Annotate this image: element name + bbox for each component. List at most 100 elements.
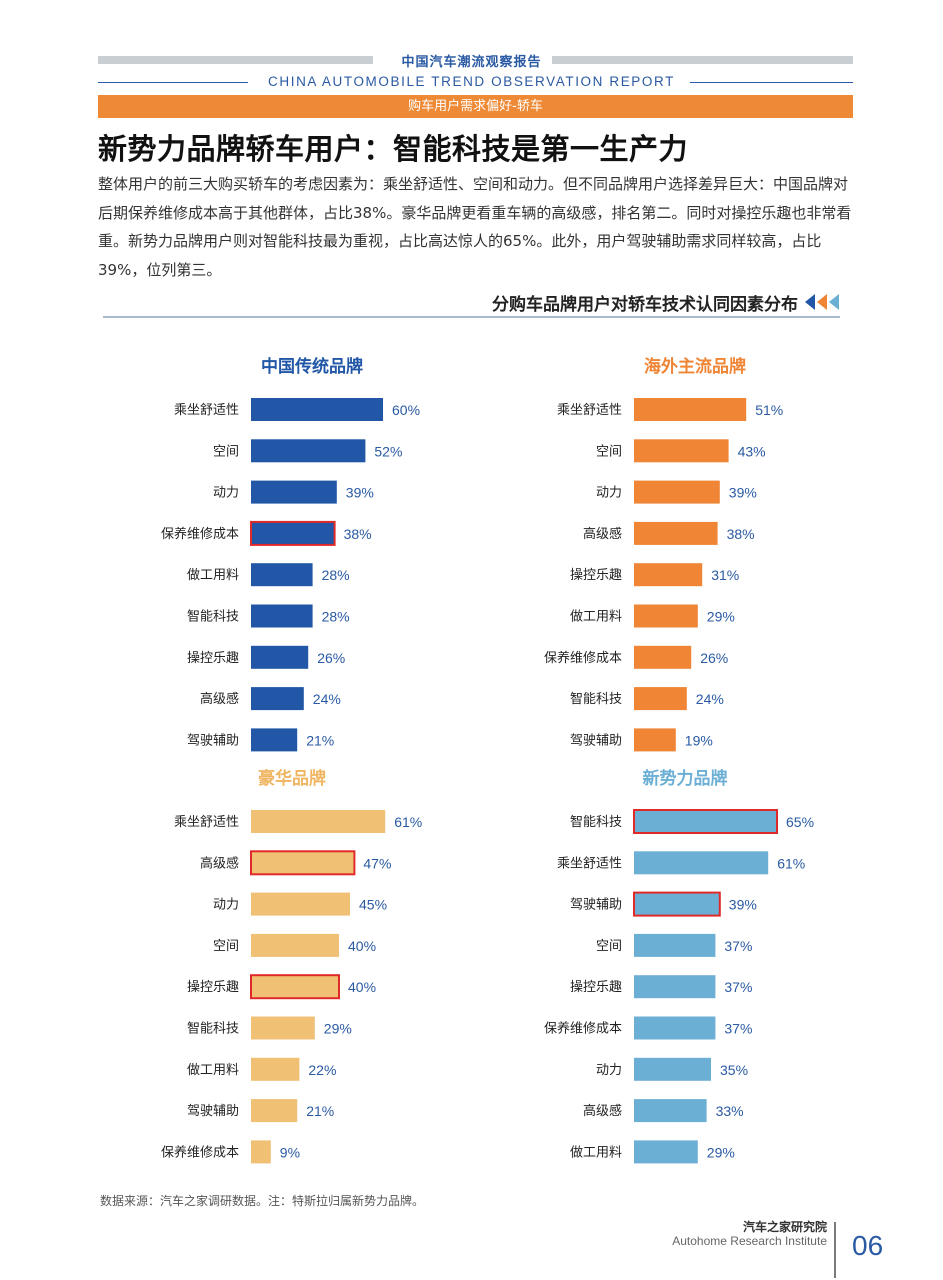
bar (634, 933, 716, 957)
data-label: 47% (363, 855, 391, 871)
data-label: 60% (392, 402, 420, 418)
data-label: 61% (777, 855, 805, 871)
data-label: 38% (727, 526, 755, 542)
bar (634, 439, 729, 463)
section-divider (103, 316, 840, 318)
bar (251, 645, 309, 669)
category-label: 高级感 (200, 691, 239, 707)
category-label: 操控乐趣 (570, 567, 622, 583)
bar (250, 974, 340, 1000)
bar (633, 809, 778, 834)
category-label: 驾驶辅助 (570, 898, 622, 913)
bar (633, 891, 721, 917)
data-source-note: 数据来源：汽车之家调研数据。注：特斯拉归属新势力品牌。 (100, 1194, 425, 1208)
category-label: 驾驶辅助 (187, 733, 239, 748)
data-label: 29% (707, 1144, 735, 1160)
bar (251, 563, 313, 587)
header-line-left (98, 82, 248, 83)
data-label: 26% (317, 650, 345, 666)
bar (251, 1099, 298, 1123)
data-label: 24% (313, 691, 341, 707)
bar (251, 480, 337, 504)
chart-title: 海外主流品牌 (644, 356, 746, 377)
bar (250, 520, 336, 546)
category-label: 高级感 (583, 1103, 622, 1119)
category-label: 操控乐趣 (187, 650, 239, 666)
chart-title: 新势力品牌 (643, 768, 728, 789)
brand-name-cn: 汽车之家研究院 (742, 1220, 827, 1234)
data-label: 26% (700, 650, 728, 666)
data-label: 24% (696, 691, 724, 707)
category-label: 智能科技 (570, 815, 622, 830)
data-label: 39% (346, 485, 374, 501)
bar (634, 1140, 698, 1164)
data-label: 38% (344, 526, 372, 542)
category-label: 空间 (213, 939, 239, 954)
category-label: 高级感 (200, 855, 239, 871)
data-label: 39% (729, 897, 757, 913)
bar (251, 1057, 300, 1081)
category-label: 动力 (213, 898, 239, 913)
data-label: 39% (729, 485, 757, 501)
data-label: 52% (374, 443, 402, 459)
data-label: 35% (720, 1062, 748, 1078)
category-label: 乘坐舒适性 (174, 815, 239, 830)
category-label: 动力 (213, 486, 239, 501)
category-label: 驾驶辅助 (570, 733, 622, 748)
header-bar-right (552, 56, 853, 64)
bar (251, 398, 383, 421)
data-label: 21% (306, 1103, 334, 1119)
data-label: 21% (306, 732, 334, 748)
bar (634, 687, 687, 711)
category-label: 乘坐舒适性 (557, 856, 622, 871)
category-label: 做工用料 (570, 610, 622, 625)
data-label: 22% (308, 1062, 336, 1078)
data-label: 37% (724, 1021, 752, 1037)
category-label: 操控乐趣 (187, 979, 239, 995)
bar (634, 398, 747, 421)
bar (251, 1140, 271, 1164)
bar (251, 933, 339, 957)
bar (251, 604, 313, 628)
chart-title: 豪华品牌 (258, 768, 326, 789)
bar (634, 1057, 711, 1081)
report-title-cn: 中国汽车潮流观察报告 (401, 55, 542, 70)
data-label: 65% (786, 814, 814, 830)
category-label: 动力 (596, 1063, 622, 1078)
data-label: 61% (394, 814, 422, 830)
data-label: 40% (348, 938, 376, 954)
data-label: 40% (348, 979, 376, 995)
category-label: 做工用料 (187, 1063, 239, 1078)
data-label: 9% (280, 1144, 300, 1160)
bar (251, 1016, 315, 1040)
bar (634, 975, 716, 999)
section-title: 分购车品牌用户对轿车技术认同因素分布 (492, 295, 798, 315)
bar (634, 1099, 707, 1123)
bar (634, 604, 698, 628)
bar (634, 728, 676, 752)
page-title: 新势力品牌轿车用户：智能科技是第一生产力 (98, 132, 689, 166)
category-label: 操控乐趣 (570, 979, 622, 995)
bar (251, 439, 366, 463)
header-line-right (690, 82, 853, 83)
data-label: 45% (359, 897, 387, 913)
category-label: 保养维修成本 (161, 1144, 239, 1160)
footer-divider (834, 1222, 836, 1278)
data-label: 19% (685, 732, 713, 748)
data-label: 31% (711, 567, 739, 583)
data-label: 29% (324, 1021, 352, 1037)
bar (634, 851, 769, 875)
category-label: 做工用料 (570, 1145, 622, 1160)
bar (251, 728, 298, 752)
category-label: 驾驶辅助 (187, 1104, 239, 1119)
bar (634, 521, 718, 545)
section-tag: 购车用户需求偏好-轿车 (98, 95, 853, 118)
category-label: 智能科技 (187, 1022, 239, 1037)
category-label: 乘坐舒适性 (174, 403, 239, 418)
bar (634, 563, 703, 587)
chart-title: 中国传统品牌 (261, 356, 363, 377)
bar (251, 892, 350, 916)
category-label: 保养维修成本 (161, 526, 239, 542)
